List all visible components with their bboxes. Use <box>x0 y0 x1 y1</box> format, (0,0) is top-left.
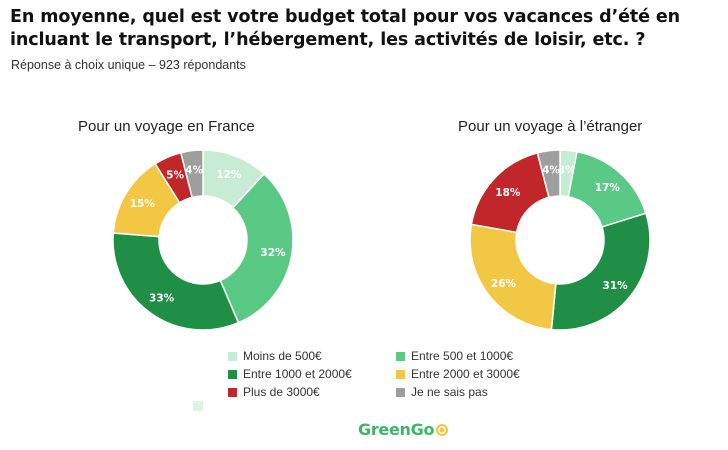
legend-swatch <box>396 369 405 379</box>
legend-label: Moins de 500€ <box>243 349 322 363</box>
chart-title: En moyenne, quel est votre budget total … <box>10 7 681 50</box>
legend: Moins de 500€ Entre 500 et 1000€ Entre 1… <box>228 349 568 399</box>
donut-slice-ne-sais-pas <box>179 149 204 199</box>
legend-label: Plus de 3000€ <box>243 385 320 399</box>
legend-item-500-1000: Entre 500 et 1000€ <box>396 349 513 363</box>
donut-slice-500-1000 <box>219 172 294 324</box>
legend-label: Je ne sais pas <box>411 385 488 399</box>
coin-icon <box>436 423 449 436</box>
legend-label: Entre 2000 et 3000€ <box>411 367 520 381</box>
legend-swatch <box>228 369 237 379</box>
donut-title-france: Pour un voyage en France <box>78 118 255 135</box>
legend-swatch <box>228 387 237 397</box>
slice-label-500-1000: 17% <box>595 182 621 194</box>
slice-label-500-1000: 32% <box>260 247 286 259</box>
legend-swatch <box>228 351 237 361</box>
slice-label-ne-sais-pas: 4% <box>542 165 560 177</box>
slice-label-2000-3000: 26% <box>491 278 517 290</box>
donut-slice-ne-sais-pas <box>536 149 561 199</box>
decorative-square <box>193 401 203 411</box>
donut-chart-france: 12% 32% 33% 15% 5% 4% <box>112 149 294 331</box>
slice-label-moins-500: 12% <box>216 169 242 181</box>
donut-slice-2000-3000 <box>469 223 557 331</box>
slice-label-moins-500: 3% <box>558 164 576 176</box>
chart-subtitle: Réponse à choix unique – 923 répondants <box>11 58 246 72</box>
donut-title-abroad: Pour un voyage à l’étranger <box>458 118 643 135</box>
donut-slice-1000-2000 <box>112 232 240 331</box>
donut-slice-1000-2000 <box>550 212 651 331</box>
legend-swatch <box>396 387 405 397</box>
legend-item-plus-3000: Plus de 3000€ <box>228 385 320 399</box>
legend-item-2000-3000: Entre 2000 et 3000€ <box>396 367 520 381</box>
slice-label-plus-3000: 18% <box>495 187 521 199</box>
slice-label-plus-3000: 5% <box>166 170 184 182</box>
legend-item-ne-sais-pas: Je ne sais pas <box>396 385 488 399</box>
donut-chart-abroad: 3% 17% 31% 26% 18% 4% <box>469 149 651 331</box>
legend-swatch <box>396 351 405 361</box>
legend-item-1000-2000: Entre 1000 et 2000€ <box>228 367 352 381</box>
greengo-logo: GreenGo <box>358 420 449 439</box>
legend-label: Entre 500 et 1000€ <box>411 349 514 363</box>
logo-text: GreenGo <box>358 420 435 439</box>
slice-label-1000-2000: 31% <box>603 280 629 292</box>
legend-item-moins-500: Moins de 500€ <box>228 349 322 363</box>
legend-label: Entre 1000 et 2000€ <box>243 367 352 381</box>
slice-label-2000-3000: 15% <box>130 198 156 210</box>
slice-label-ne-sais-pas: 4% <box>185 165 203 177</box>
slice-label-1000-2000: 33% <box>149 293 175 305</box>
